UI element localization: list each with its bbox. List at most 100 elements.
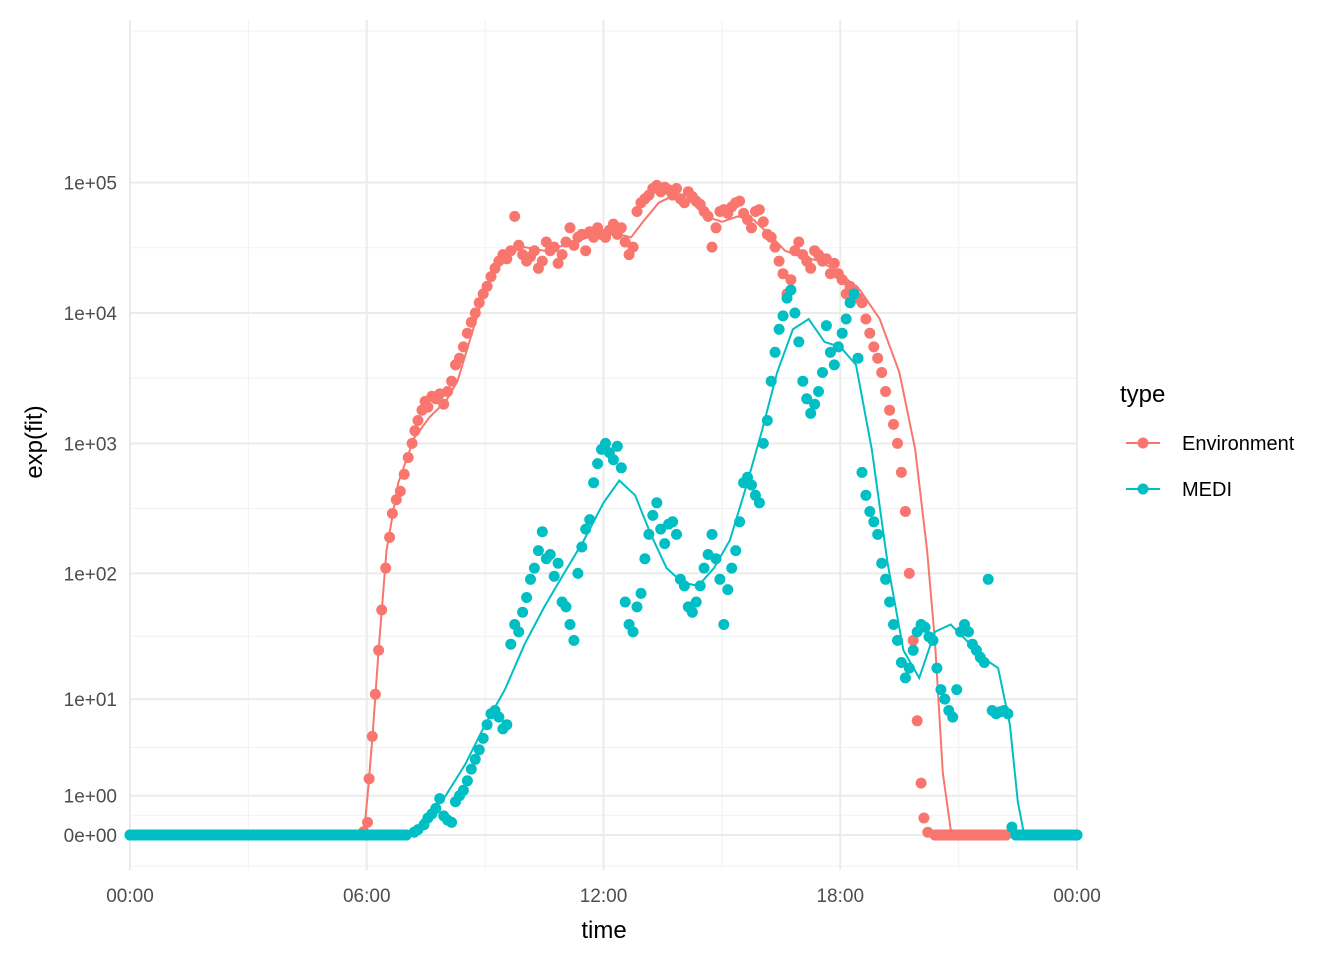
data-point: [457, 784, 469, 796]
data-point: [376, 604, 388, 616]
data-point: [509, 210, 521, 222]
data-point: [915, 777, 927, 789]
data-point: [446, 375, 458, 387]
data-point: [852, 352, 864, 364]
series-medi: [124, 284, 1083, 841]
data-point: [951, 684, 963, 696]
data-point: [860, 489, 872, 501]
grid: [129, 20, 1078, 870]
series-layer: [124, 179, 1083, 841]
data-point: [884, 596, 896, 608]
data-point: [884, 404, 896, 416]
y-tick-label: 0e+00: [64, 826, 117, 847]
data-point: [761, 415, 773, 426]
data-point: [390, 494, 402, 506]
data-point: [757, 437, 769, 449]
data-point: [880, 386, 892, 397]
data-point: [667, 516, 679, 528]
data-point: [556, 249, 568, 261]
data-point: [757, 216, 769, 228]
data-point: [446, 816, 458, 828]
data-point: [864, 506, 876, 517]
data-point: [746, 479, 757, 491]
data-point: [493, 711, 505, 723]
data-point: [481, 719, 493, 731]
data-point: [702, 210, 714, 222]
data-point: [366, 730, 378, 742]
data-point: [876, 367, 888, 378]
data-point: [536, 526, 548, 538]
data-point: [694, 580, 706, 592]
x-tick-label: 18:00: [816, 886, 864, 907]
data-point: [828, 359, 840, 371]
data-point: [611, 440, 623, 452]
data-point: [868, 516, 880, 528]
data-point: [710, 222, 722, 234]
data-point: [931, 662, 943, 674]
data-point: [659, 538, 671, 550]
data-point: [773, 255, 785, 267]
data-point: [876, 557, 888, 569]
data-point: [564, 222, 576, 234]
y-tick-label: 1e+05: [64, 173, 117, 194]
data-point: [528, 245, 540, 257]
data-point: [769, 346, 781, 358]
data-point: [481, 280, 493, 292]
data-point: [813, 386, 824, 397]
data-point: [828, 257, 840, 269]
data-point: [552, 557, 564, 569]
data-point: [817, 367, 828, 378]
data-point: [536, 255, 548, 267]
data-point: [777, 268, 789, 280]
axes-labels: 00:00 06:00 12:00 18:00 00:00 0e+00 1e+00 1e+01…: [64, 173, 1101, 907]
data-point: [564, 619, 576, 630]
data-point: [517, 606, 529, 618]
data-point: [848, 288, 860, 300]
data-point: [430, 802, 442, 814]
data-point: [363, 773, 375, 785]
data-point: [753, 204, 765, 216]
data-point: [947, 711, 959, 723]
data-point: [856, 466, 868, 478]
data-point: [477, 732, 489, 744]
data-point: [461, 775, 473, 787]
data-point: [718, 619, 730, 630]
data-point: [809, 398, 821, 410]
data-point: [615, 222, 627, 234]
x-tick-label: 00:00: [106, 886, 154, 907]
data-point: [742, 214, 753, 226]
data-point: [362, 816, 373, 828]
data-point: [824, 268, 836, 280]
data-point: [384, 531, 396, 543]
data-point: [627, 241, 639, 253]
data-point: [619, 596, 631, 608]
data-point: [895, 657, 907, 668]
data-point: [706, 528, 718, 540]
legend-label: MEDI: [1182, 479, 1232, 501]
legend: type Environment MEDI: [1120, 381, 1295, 501]
data-point: [548, 570, 560, 582]
x-axis-title: time: [581, 917, 626, 944]
series-line: [130, 317, 1077, 836]
data-point: [409, 425, 421, 437]
data-point: [540, 236, 552, 248]
data-point: [892, 437, 903, 449]
data-point: [765, 231, 777, 243]
data-point: [607, 454, 619, 466]
data-point: [588, 477, 600, 489]
data-point: [369, 688, 381, 700]
data-point: [899, 506, 911, 517]
data-point: [422, 401, 434, 413]
data-point: [899, 672, 911, 684]
data-point: [911, 715, 923, 727]
data-point: [513, 239, 525, 251]
data-point: [726, 562, 738, 574]
data-point: [868, 341, 880, 353]
data-point: [918, 812, 930, 824]
data-point: [454, 352, 465, 364]
data-point: [619, 236, 631, 248]
data-point: [532, 545, 544, 557]
data-point: [600, 437, 611, 449]
data-point: [978, 657, 990, 668]
data-point: [469, 753, 481, 765]
